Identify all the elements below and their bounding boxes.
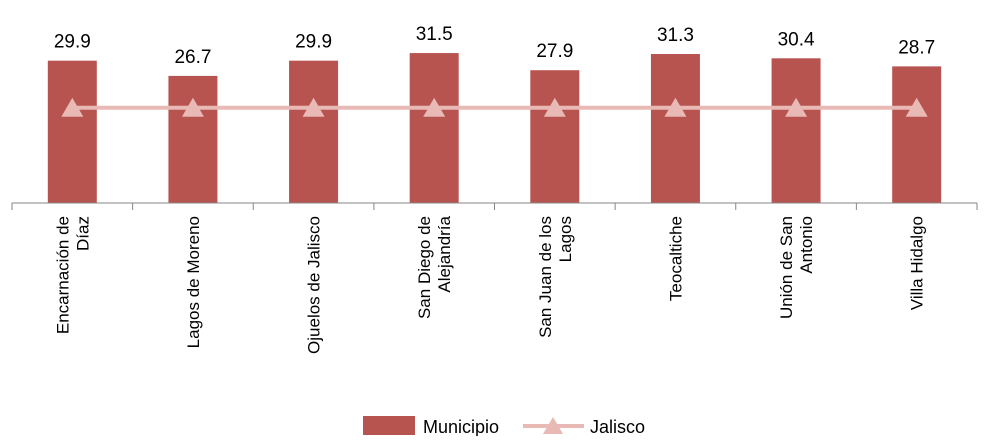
data-label: 26.7 <box>174 47 211 68</box>
legend-label-jalisco: Jalisco <box>590 417 645 436</box>
x-tick-label-line: Antonio <box>797 216 816 274</box>
x-axis <box>11 202 978 210</box>
jalisco-marker-triangle <box>302 97 325 117</box>
x-tick-label: Teocaltiche <box>666 216 685 301</box>
x-tick-labels: Encarnación deDíaz Lagos de Moreno Ojuelos… <box>53 215 926 354</box>
legend-swatch-jalisco-marker <box>543 417 563 434</box>
x-tick-label-line: Teocaltiche <box>666 216 685 301</box>
data-label: 31.3 <box>657 25 694 46</box>
bar-municipio <box>771 58 821 203</box>
bar-municipio <box>409 53 459 204</box>
data-labels-layer: 29.9 26.7 29.9 31.5 27.9 31.3 30.4 28.7 <box>54 24 935 68</box>
bar-municipio <box>650 54 700 204</box>
legend-swatch-municipio <box>363 416 415 435</box>
x-tick-label-line: Unión de San <box>777 216 796 319</box>
x-tick-label-line: Alejandría <box>435 215 454 292</box>
jalisco-marker-triangle <box>905 97 928 117</box>
x-tick-label-line: Díaz <box>73 216 92 251</box>
data-label: 29.9 <box>295 32 332 53</box>
x-tick-label-line: Lagos <box>556 216 575 262</box>
data-label: 30.4 <box>778 29 815 50</box>
x-tick-label-line: Ojuelos de Jalisco <box>305 216 324 354</box>
x-tick-label: San Diego deAlejandría <box>415 215 454 319</box>
jalisco-marker-triangle <box>664 97 687 117</box>
jalisco-marker-triangle <box>181 97 204 117</box>
data-label: 31.5 <box>416 24 453 45</box>
bar-municipio <box>892 66 942 203</box>
jalisco-marker-triangle <box>543 97 566 117</box>
legend-label-municipio: Municipio <box>423 417 499 436</box>
x-tick-label-line: Encarnación de <box>53 216 72 334</box>
x-tick-label: Ojuelos de Jalisco <box>305 216 324 354</box>
data-label: 28.7 <box>898 37 935 58</box>
x-tick-label: Encarnación deDíaz <box>53 216 92 334</box>
legend: Municipio Jalisco <box>363 416 645 437</box>
jalisco-marker-triangle <box>61 97 84 117</box>
x-tick-label: Lagos de Moreno <box>184 216 203 348</box>
jalisco-marker-triangle <box>785 97 808 117</box>
bar-municipio <box>289 60 339 204</box>
x-tick-label-line: San Juan de los <box>536 216 555 338</box>
x-tick-label: Unión de SanAntonio <box>777 216 816 319</box>
bars-layer <box>47 53 942 204</box>
data-label: 29.9 <box>54 32 91 53</box>
data-label: 27.9 <box>536 41 573 62</box>
x-tick-label-line: Villa Hidalgo <box>908 216 927 310</box>
x-tick-label: San Juan de losLagos <box>536 216 575 338</box>
jalisco-marker-triangle <box>423 97 446 117</box>
x-tick-label: Villa Hidalgo <box>908 216 927 310</box>
jalisco-line-layer <box>61 97 928 117</box>
bar-municipio <box>168 75 218 203</box>
x-tick-label-line: San Diego de <box>415 216 434 319</box>
x-tick-label-line: Lagos de Moreno <box>184 216 203 348</box>
bar-municipio <box>530 70 580 203</box>
bar-municipio <box>47 60 97 204</box>
